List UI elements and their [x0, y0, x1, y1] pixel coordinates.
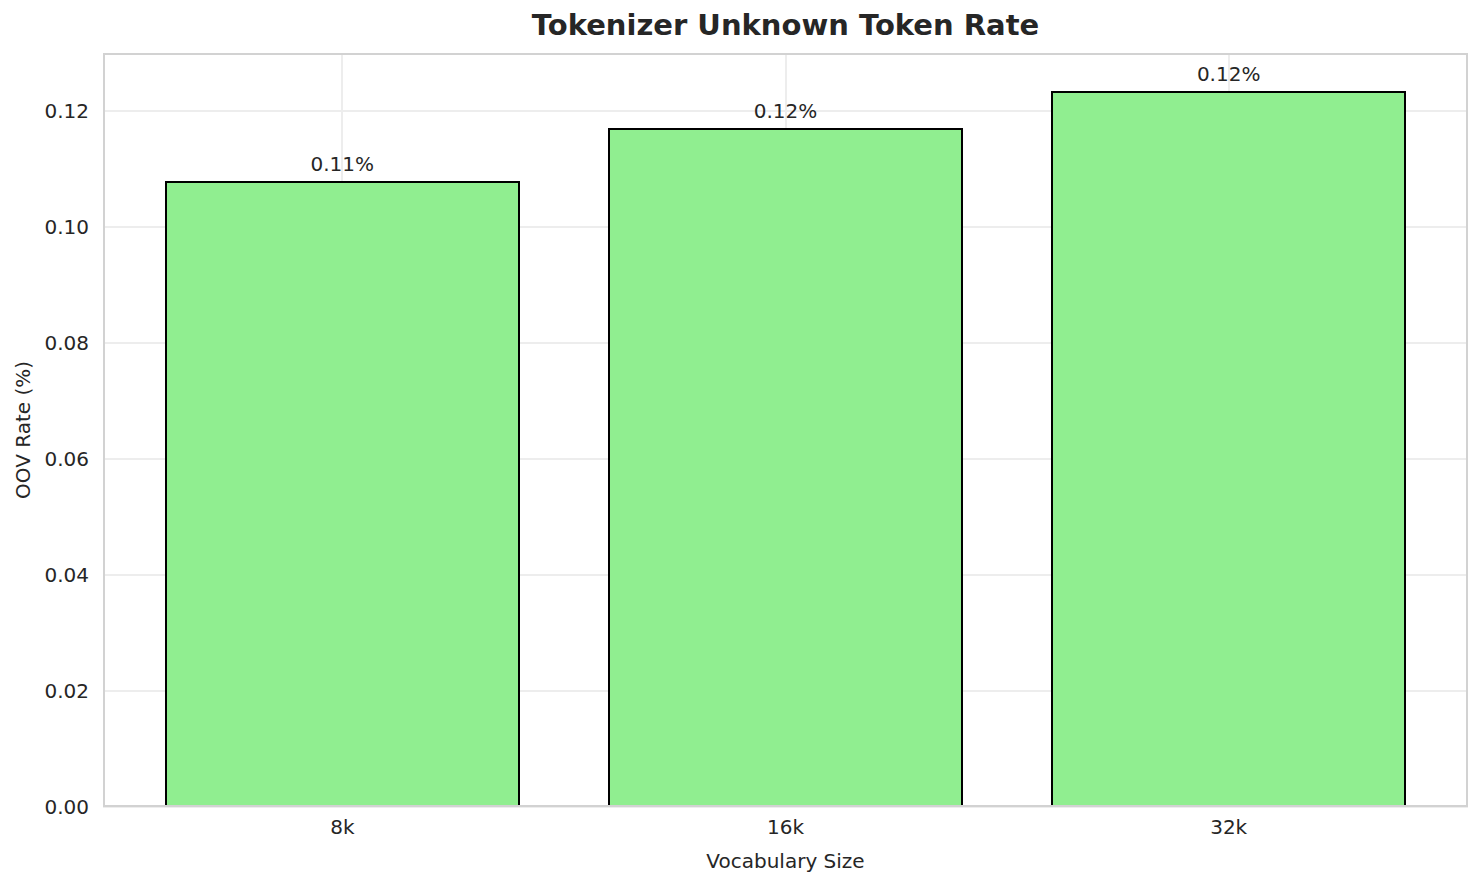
x-axis-label: Vocabulary Size	[706, 849, 864, 873]
bar-value-label: 0.11%	[311, 152, 375, 176]
x-tick-label: 8k	[330, 815, 354, 839]
bar	[165, 181, 520, 807]
bar-value-label: 0.12%	[1197, 62, 1261, 86]
y-tick-label: 0.02	[0, 678, 89, 704]
y-tick-label: 0.04	[0, 562, 89, 588]
plot-area: Vocabulary Size 0.000.020.040.060.080.10…	[103, 53, 1468, 807]
bar	[1051, 91, 1406, 807]
x-tick-label: 32k	[1210, 815, 1247, 839]
x-tick-label: 16k	[767, 815, 804, 839]
chart-title: Tokenizer Unknown Token Rate	[103, 8, 1468, 42]
y-tick-label: 0.10	[0, 214, 89, 240]
y-tick-label: 0.12	[0, 98, 89, 124]
bar	[608, 128, 963, 807]
y-tick-label: 0.00	[0, 794, 89, 820]
y-tick-label: 0.08	[0, 330, 89, 356]
y-axis-label: OOV Rate (%)	[11, 361, 35, 499]
chart-figure: Tokenizer Unknown Token Rate Vocabulary …	[0, 0, 1484, 885]
bar-value-label: 0.12%	[754, 99, 818, 123]
